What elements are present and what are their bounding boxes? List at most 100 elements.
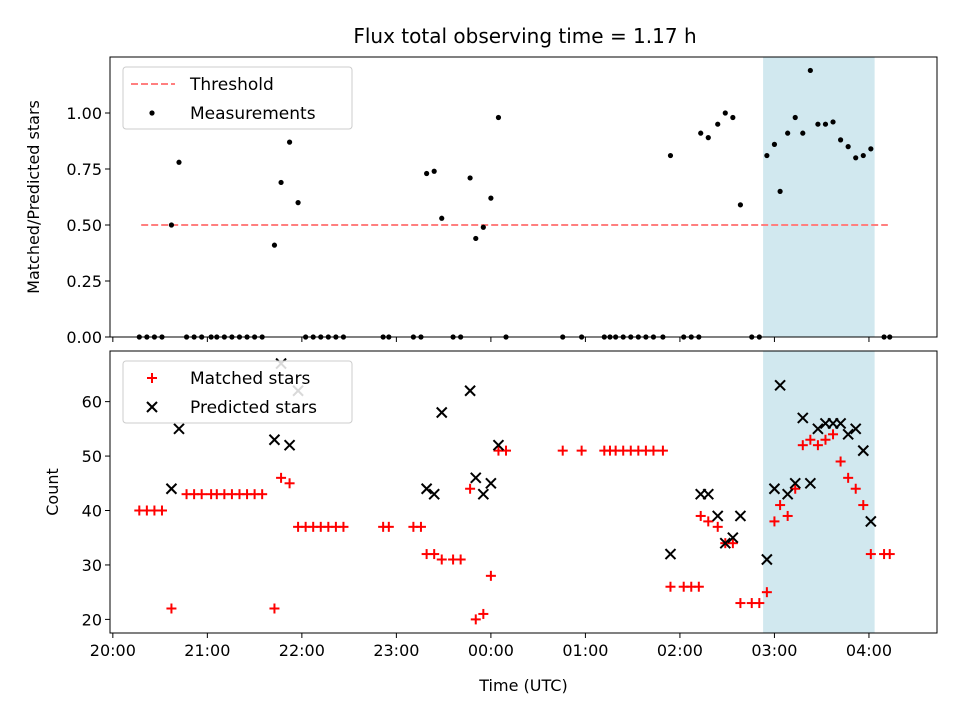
- marker-stroke: [842, 428, 854, 441]
- predicted-stars-point: [850, 423, 862, 435]
- measurement-point: [480, 224, 486, 230]
- predicted-stars-point: [781, 488, 794, 500]
- matched-stars-point: [269, 603, 280, 614]
- measurement-point: [488, 195, 494, 201]
- measurement-point: [815, 121, 821, 127]
- predicted-stars-point: [173, 423, 185, 435]
- measurement-point: [715, 121, 721, 127]
- matched-stars-point: [775, 500, 786, 511]
- matched-stars-point: [383, 521, 394, 532]
- measurement-point: [822, 121, 829, 127]
- y-axis-label: Matched/Predicted stars: [24, 100, 43, 294]
- marker-stroke: [804, 477, 817, 489]
- matched-stars-point: [858, 500, 869, 511]
- y-tick-label: 0.75: [66, 160, 102, 179]
- marker-stroke: [485, 477, 497, 489]
- matched-stars-point: [727, 538, 738, 549]
- legend-matched-swatch: [147, 373, 157, 383]
- matched-stars-point: [156, 505, 167, 516]
- measurement-point: [837, 137, 844, 143]
- predicted-stars-point: [834, 417, 847, 430]
- x-tick-label: 01:00: [562, 641, 608, 660]
- predicted-stars-point: [436, 406, 448, 419]
- x-axis-label: Time (UTC): [478, 676, 567, 695]
- measurement-point: [771, 141, 778, 147]
- matched-stars-point: [835, 456, 846, 467]
- marker-stroke: [173, 423, 185, 435]
- matched-stars-point: [843, 472, 854, 483]
- matched-stars-point: [196, 489, 207, 500]
- marker-stroke: [492, 439, 505, 451]
- marker-stroke: [789, 477, 801, 489]
- measurement-point: [176, 159, 182, 165]
- y-tick-label: 50: [82, 447, 102, 466]
- matched-stars-point: [865, 549, 876, 560]
- measurement-point: [168, 222, 175, 228]
- matched-stars-point: [648, 445, 659, 456]
- measurement-point: [800, 130, 806, 136]
- matched-stars-point: [850, 483, 861, 494]
- legend-label: Matched stars: [190, 369, 310, 389]
- predicted-stars-point: [420, 483, 433, 495]
- predicted-stars-point: [470, 472, 482, 484]
- legend-predicted-swatch: [146, 401, 158, 413]
- chart-title: Flux total observing time = 1.17 h: [353, 24, 696, 48]
- legend: Threshold Measurements: [122, 66, 353, 130]
- predicted-stars-point: [727, 532, 739, 544]
- measurement-point: [424, 170, 430, 177]
- measurement-point: [295, 200, 301, 206]
- predicted-stars-point: [734, 510, 747, 522]
- x-tick-label: 04:00: [846, 641, 892, 660]
- measurement-point: [845, 144, 851, 150]
- measurement-point: [467, 175, 473, 181]
- marker-stroke: [428, 488, 440, 500]
- marker-stroke: [702, 488, 714, 500]
- measurement-point: [278, 179, 284, 186]
- predicted-stars-point: [664, 548, 677, 560]
- measurement-point: [737, 202, 744, 208]
- measurement-point: [785, 130, 791, 136]
- legend-box: [122, 360, 353, 424]
- matched-stars-point: [470, 614, 481, 625]
- matched-stars-point: [338, 521, 349, 532]
- measurement-point: [868, 146, 874, 152]
- predicted-stars-point: [719, 537, 731, 549]
- x-tick-label: 00:00: [468, 641, 514, 660]
- matched-stars-point: [761, 587, 772, 598]
- highlight-span: [763, 351, 875, 633]
- matched-stars-point: [754, 598, 765, 609]
- measurement-point: [439, 215, 445, 221]
- matched-stars-point: [166, 603, 177, 614]
- predicted-stars-point: [761, 553, 773, 566]
- predicted-stars-point: [797, 412, 809, 424]
- legend-label: Threshold: [189, 75, 274, 95]
- matched-stars-point: [557, 445, 568, 456]
- marker-stroke: [781, 488, 794, 500]
- marker-stroke: [797, 412, 809, 424]
- axes-frame: [109, 56, 938, 338]
- y-tick-label: 0.50: [66, 216, 102, 235]
- matched-stars-point: [884, 549, 895, 560]
- marker-stroke: [761, 553, 773, 566]
- matched-stars-point: [665, 581, 676, 592]
- top-panel-ratio: 0.00 0.25 0.50 0.75 1.00 Matched/Predicted st…: [24, 56, 938, 347]
- x-tick-label: 20:00: [90, 641, 136, 660]
- marker-stroke: [774, 379, 786, 392]
- predicted-stars-point: [283, 439, 296, 451]
- legend-measurement-swatch: [149, 110, 155, 116]
- legend-label: Predicted stars: [190, 398, 317, 418]
- matched-stars-point: [693, 581, 704, 592]
- matched-stars-point: [828, 429, 839, 440]
- measurement-point: [286, 139, 293, 145]
- matched-stars-point: [712, 521, 723, 532]
- y-tick-label: 20: [82, 610, 102, 629]
- y-axis-label: Count: [43, 468, 62, 516]
- matched-stars-point: [465, 483, 476, 494]
- predicted-stars-point: [842, 428, 854, 441]
- marker-stroke: [712, 510, 724, 522]
- measurement-point: [807, 67, 813, 74]
- predicted-stars-point: [485, 477, 497, 489]
- matched-stars-point: [257, 489, 268, 500]
- marker-stroke: [464, 385, 476, 397]
- matched-stars-point: [797, 440, 808, 451]
